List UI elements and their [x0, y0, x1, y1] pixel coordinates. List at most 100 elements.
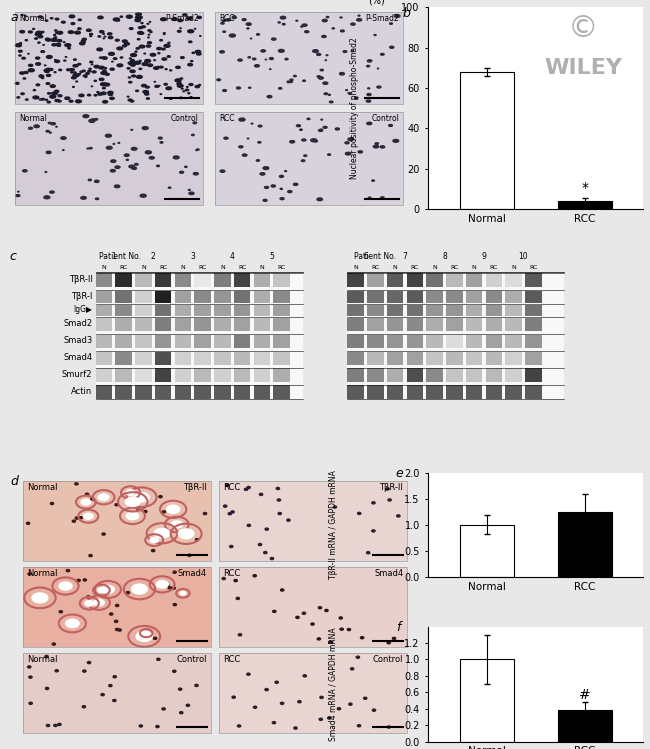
Circle shape [33, 90, 36, 91]
Circle shape [64, 60, 66, 61]
Circle shape [125, 489, 136, 496]
Circle shape [148, 34, 150, 35]
Text: RCC: RCC [219, 13, 235, 22]
Circle shape [90, 498, 94, 500]
Circle shape [117, 47, 123, 50]
Circle shape [107, 146, 112, 149]
Circle shape [146, 45, 151, 47]
Circle shape [136, 48, 139, 49]
Circle shape [357, 19, 361, 21]
Text: N: N [432, 265, 437, 270]
Circle shape [347, 628, 350, 631]
Bar [135, 335, 151, 348]
Bar [116, 335, 132, 348]
Text: RC: RC [159, 265, 168, 270]
Circle shape [46, 82, 49, 85]
Bar [274, 335, 290, 348]
Circle shape [146, 151, 151, 154]
Circle shape [196, 50, 201, 53]
Circle shape [294, 727, 297, 729]
Circle shape [179, 97, 182, 99]
Bar [155, 305, 172, 316]
Circle shape [317, 198, 322, 201]
Circle shape [322, 35, 326, 37]
Bar [525, 386, 541, 399]
Bar [347, 273, 364, 287]
Circle shape [187, 704, 190, 706]
Circle shape [183, 13, 187, 16]
Bar [426, 273, 443, 287]
Circle shape [139, 45, 145, 48]
Text: f: f [396, 621, 400, 634]
Circle shape [94, 65, 99, 68]
Circle shape [99, 31, 104, 33]
Circle shape [46, 151, 51, 154]
Circle shape [134, 492, 150, 503]
Bar [155, 386, 172, 399]
Circle shape [135, 19, 140, 22]
Text: N: N [259, 265, 265, 270]
Circle shape [367, 94, 371, 96]
Circle shape [270, 557, 274, 560]
Text: Patient No.: Patient No. [99, 252, 141, 261]
Circle shape [187, 17, 192, 19]
Text: 7: 7 [402, 252, 408, 261]
Text: b: b [402, 7, 410, 20]
Text: #: # [579, 688, 591, 702]
Bar [214, 318, 231, 331]
Circle shape [20, 31, 25, 33]
Circle shape [189, 192, 194, 195]
Bar [155, 273, 172, 287]
Circle shape [311, 623, 314, 625]
Circle shape [115, 166, 120, 169]
Circle shape [280, 16, 286, 19]
Circle shape [328, 717, 331, 719]
Circle shape [223, 31, 226, 32]
Circle shape [103, 33, 105, 34]
Circle shape [248, 87, 251, 88]
Circle shape [177, 31, 181, 32]
Circle shape [177, 82, 181, 85]
Circle shape [305, 31, 309, 33]
Circle shape [221, 22, 224, 24]
Circle shape [129, 28, 133, 29]
Bar [426, 386, 443, 399]
Text: RCC: RCC [219, 115, 235, 124]
Circle shape [380, 146, 385, 148]
Circle shape [265, 688, 268, 691]
Circle shape [23, 170, 27, 172]
Circle shape [131, 54, 136, 56]
Circle shape [136, 76, 142, 79]
Bar [406, 291, 423, 303]
Circle shape [228, 512, 231, 515]
Bar [214, 369, 231, 382]
Text: TβR-II: TβR-II [380, 483, 404, 492]
Bar [15, 112, 203, 205]
Circle shape [162, 511, 166, 513]
Circle shape [29, 703, 32, 704]
Circle shape [257, 34, 259, 35]
Bar [234, 335, 250, 348]
Circle shape [136, 16, 142, 19]
Bar [219, 567, 408, 647]
Circle shape [165, 69, 167, 70]
Circle shape [46, 38, 51, 41]
Circle shape [134, 492, 137, 494]
Bar [194, 335, 211, 348]
Circle shape [140, 32, 144, 34]
Bar [23, 481, 211, 561]
Circle shape [157, 658, 160, 661]
Circle shape [278, 512, 281, 515]
Text: Normal: Normal [27, 655, 57, 664]
Bar [274, 318, 290, 331]
Circle shape [97, 587, 106, 593]
Circle shape [56, 43, 60, 46]
Circle shape [96, 198, 99, 199]
Circle shape [320, 129, 322, 130]
Circle shape [128, 77, 131, 78]
Bar [215, 112, 404, 205]
Text: RC: RC [371, 265, 380, 270]
Bar [135, 386, 151, 399]
Circle shape [368, 88, 370, 89]
Text: ©: © [568, 13, 599, 43]
